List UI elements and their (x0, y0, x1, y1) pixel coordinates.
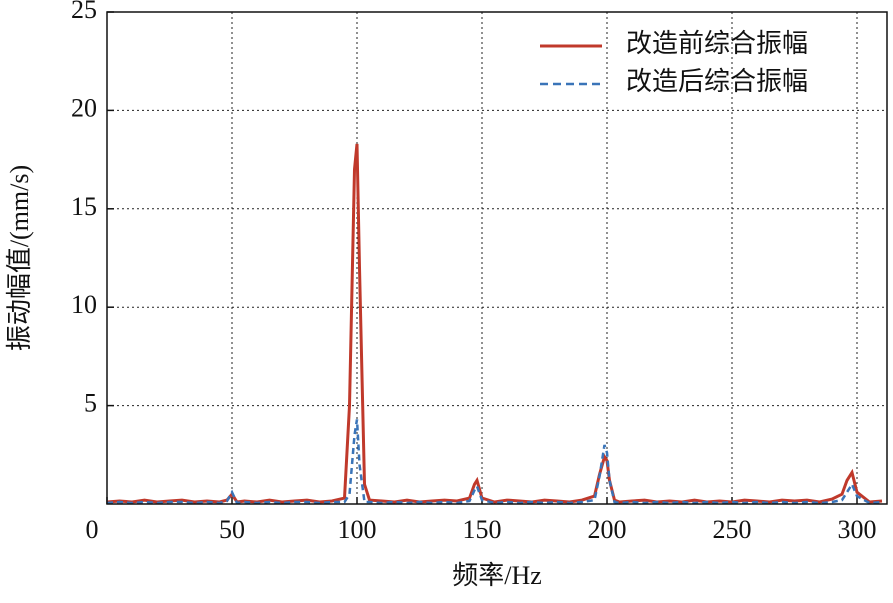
y-tick-label: 20 (71, 93, 97, 122)
plot-frame (106, 11, 888, 505)
y-tick-label: 25 (71, 0, 97, 24)
y-tick-label: 5 (84, 389, 97, 418)
y-axis-label: 振动幅值/(mm/s) (5, 165, 34, 351)
x-tick-label: 300 (838, 515, 877, 544)
x-tick-label: 100 (338, 515, 377, 544)
x-tick-label: 150 (463, 515, 502, 544)
legend-label: 改造后综合振幅 (626, 67, 808, 96)
x-tick-label: 200 (588, 515, 627, 544)
x-tick-label: 50 (219, 515, 245, 544)
x-tick-label: 0 (86, 515, 99, 544)
data-line (107, 143, 883, 504)
y-tick-label: 15 (71, 192, 97, 221)
legend-label: 改造前综合振幅 (626, 29, 808, 58)
data-line (107, 419, 883, 504)
y-tick-label: 10 (71, 290, 97, 319)
x-axis-label: 频率/Hz (452, 561, 542, 590)
x-tick-label: 250 (713, 515, 752, 544)
